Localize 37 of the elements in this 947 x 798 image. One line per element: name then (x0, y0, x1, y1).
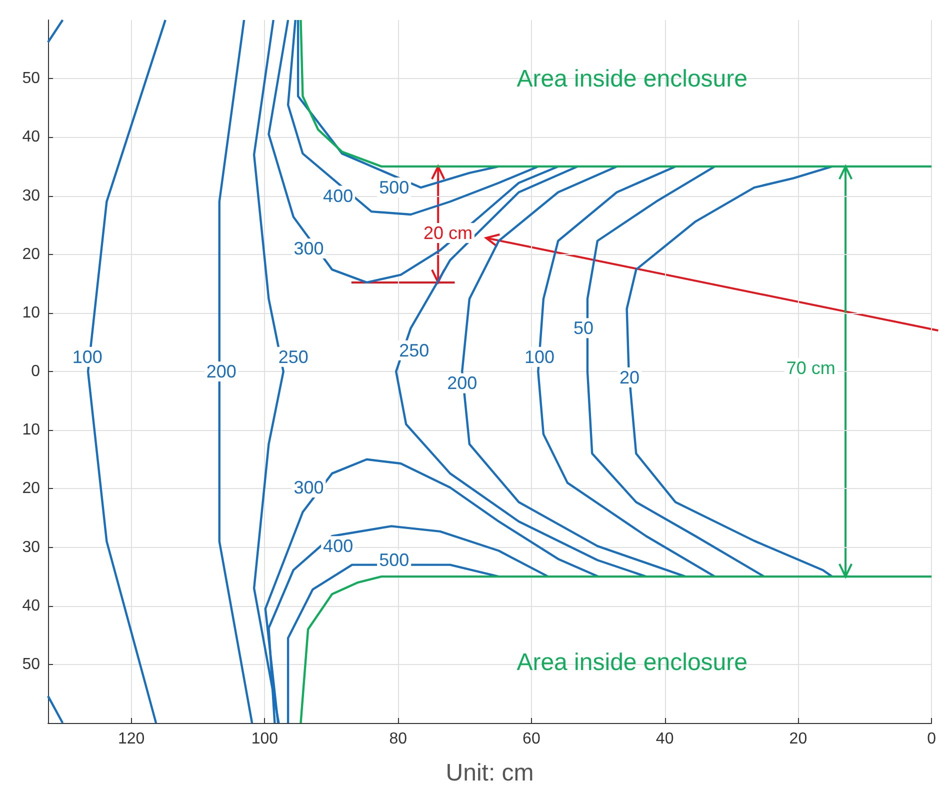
annotation: 50 (573, 318, 594, 338)
annotation: 100 (72, 346, 102, 367)
annotation: 20 (619, 367, 640, 388)
annotation: 200 (447, 373, 478, 394)
annotation: 500 (379, 550, 410, 570)
annotation: 250 (399, 340, 430, 360)
y-tick-label: 10 (22, 304, 40, 322)
x-tick-label: 20 (789, 730, 808, 748)
y-tick-label: 50 (22, 70, 40, 88)
annotation: 100 (524, 346, 554, 367)
annotation: 300 (294, 238, 324, 258)
y-tick-label: 10 (22, 422, 40, 439)
x-axis-title: Unit: cm (446, 760, 534, 786)
y-tick-label: 30 (22, 187, 40, 204)
y-tick-label: 0 (31, 363, 40, 380)
x-tick-label: 120 (118, 730, 145, 748)
x-tick-label: 60 (522, 730, 540, 748)
annotation: Area inside enclosure (516, 65, 748, 92)
annotation: Area inside enclosure (516, 649, 748, 676)
x-tick-label: 80 (389, 730, 408, 748)
annotation: 200 (206, 362, 236, 382)
y-tick-label: 20 (22, 480, 40, 498)
x-tick-label: 100 (251, 730, 278, 748)
annotation: 400 (323, 536, 354, 556)
x-tick-label: 40 (656, 730, 674, 748)
annotation: 500 (379, 178, 410, 198)
annotation: 250 (278, 346, 308, 367)
x-tick-label: 0 (927, 730, 936, 748)
annotation: 70 cm (786, 358, 836, 378)
annotation: 300 (294, 477, 324, 498)
annotation: 20 cm (424, 223, 473, 243)
y-tick-label: 40 (22, 597, 40, 614)
y-tick-label: 40 (22, 128, 40, 146)
y-tick-label: 50 (22, 656, 40, 673)
y-tick-label: 20 (22, 246, 40, 263)
annotation: 400 (323, 186, 354, 206)
y-tick-label: 30 (22, 538, 40, 556)
